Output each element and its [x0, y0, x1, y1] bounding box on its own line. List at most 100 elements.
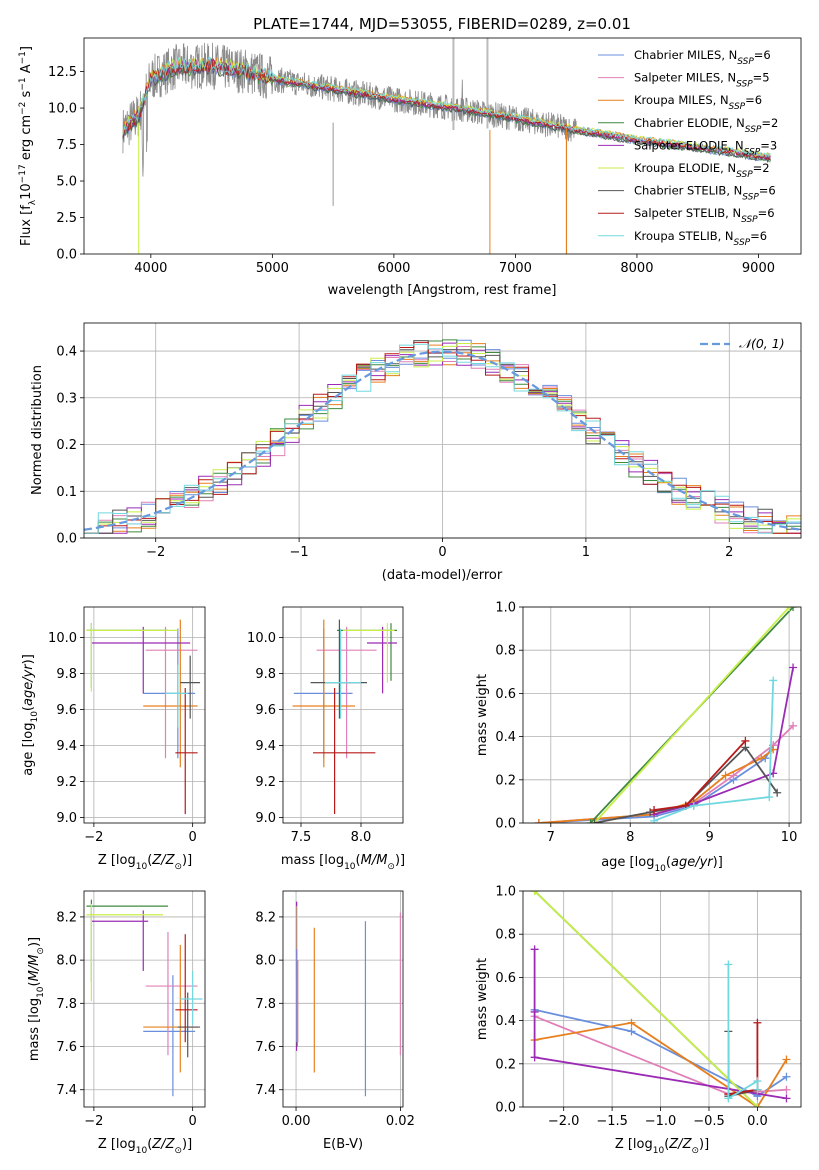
y-tick-label: 9.4: [56, 739, 77, 754]
point-salpeter-elodie: [91, 626, 191, 694]
label-part: )]: [182, 853, 192, 868]
marker: [530, 891, 539, 895]
y-tick-label: 0.0: [495, 1101, 516, 1116]
ticks: −2.0 −1.5 −1.0 −0.5 0.0 0.0 0.2 0.4 0.6 0.8 1.0: [495, 885, 767, 1130]
label-part: 10: [654, 864, 666, 874]
series-line: [534, 1021, 788, 1107]
label-part: Salpeter STELIB, N: [634, 206, 741, 220]
series-line: [594, 746, 778, 823]
label-part: M/M: [361, 853, 388, 868]
point-salpeter-elodie: [91, 910, 149, 971]
age-vs-mass-panel: 7.5 8.0 9.0 9.2 9.4 9.6 9.8 10.0 mass [log10(M/M…: [247, 606, 405, 872]
label-part: age/yr: [671, 855, 714, 870]
label-part: =6: [745, 93, 762, 107]
histogram-kroupa-stelib: [84, 343, 801, 534]
point-salpeter-stelib: [313, 688, 376, 814]
ticks: −2 −1 0 1 2 0.0 0.1 0.2 0.3 0.4: [56, 345, 733, 560]
plot-area: [86, 619, 201, 814]
label-part: =5: [753, 71, 770, 85]
y-axis-label: mass weight: [475, 958, 490, 1040]
label-part: 10: [344, 862, 356, 872]
y-tick-label: 8.2: [56, 910, 77, 925]
label-part: M/M: [27, 955, 42, 982]
label-part: −1: [18, 77, 28, 90]
marker: [530, 1053, 539, 1062]
label-part: 10: [136, 862, 148, 872]
label-part: (: [664, 1137, 669, 1152]
marker: [729, 771, 738, 780]
label-part: (: [147, 1137, 152, 1152]
x-axis-label: wavelength [Angstrom, rest frame]: [328, 283, 557, 298]
y-tick-label: 0.2: [495, 773, 516, 788]
legend-label-gaussian: 𝒩(0, 1): [739, 336, 785, 351]
label-part: SSP: [734, 238, 751, 248]
series-line: [534, 1008, 787, 1098]
label-part: Flux [f: [19, 205, 34, 246]
label-part: ⊙: [387, 862, 395, 872]
y-tick-label: 9.0: [255, 811, 276, 826]
marker: [789, 721, 798, 730]
label-part: ⊙: [174, 862, 182, 872]
x-tick-label: 0: [189, 830, 197, 845]
label-part: SSP: [745, 125, 762, 135]
ticks: −2 0 7.4 7.6 7.8 8.0 8.2: [56, 910, 196, 1129]
legend-label-chabrier-stelib: Chabrier STELIB, NSSP=6: [634, 184, 776, 203]
point-chabrier-elodie: [86, 899, 168, 982]
point-kroupa-elodie: [86, 623, 178, 692]
label-part: )]: [21, 654, 36, 664]
marker: [757, 754, 766, 763]
marker: [627, 1027, 636, 1036]
y-tick-label: 8.0: [255, 954, 276, 969]
marker: [753, 1018, 762, 1027]
label-part: ⊙: [174, 1146, 182, 1156]
marker: [689, 801, 698, 810]
x-tick-label: 0.00: [282, 1114, 311, 1129]
figure-title: PLATE=1744, MJD=53055, FIBERID=0289, z=0…: [253, 15, 631, 33]
x-tick-label: 8.0: [351, 830, 372, 845]
y-tick-label: 0.0: [56, 248, 77, 263]
point-kroupa-miles: [292, 619, 355, 768]
marker: [586, 819, 595, 823]
y-tick-label: 9.2: [255, 775, 276, 790]
label-part: Kroupa STELIB, N: [634, 229, 734, 243]
label-part: 10: [19, 183, 34, 200]
y-tick-label: 10.0: [48, 102, 77, 117]
marker: [782, 1055, 791, 1064]
x-tick-label: 7.5: [291, 830, 312, 845]
y-tick-label: 7.6: [56, 1040, 77, 1055]
x-axis-label: Z [log10(Z/Z⊙)]: [98, 853, 192, 872]
y-tick-label: 7.8: [56, 997, 77, 1012]
y-tick-label: 5.0: [56, 175, 77, 190]
grid: [283, 891, 403, 1107]
y-tick-label: 9.4: [255, 739, 276, 754]
x-tick-label: 7: [547, 830, 555, 845]
label-part: )]: [182, 1137, 192, 1152]
legend-label-kroupa-stelib: Kroupa STELIB, NSSP=6: [634, 229, 767, 248]
label-part: Chabrier ELODIE, N: [634, 116, 745, 130]
y-tick-label: 0.0: [495, 817, 516, 832]
model-spectrum-salpeter-stelib: [122, 58, 771, 161]
x-tick-label: 2: [725, 545, 733, 560]
y-tick-label: 9.0: [56, 811, 77, 826]
mass-vs-metallicity-panel: −2 07.47.67.88.08.2Z [log10(Z/Z⊙)]mass [l…: [27, 890, 206, 1156]
marker: [650, 806, 659, 815]
y-tick-label: 9.6: [56, 703, 77, 718]
axes-frame: [83, 890, 206, 1108]
y-tick-label: 8.2: [255, 910, 276, 925]
ticks: 7.5 8.0 9.0 9.2 9.4 9.6 9.8 10.0: [247, 631, 371, 845]
marker: [785, 607, 794, 611]
y-tick-label: 0.1: [56, 485, 77, 500]
label-part: 10: [30, 711, 40, 723]
marker: [724, 960, 733, 969]
legend-label-chabrier-elodie: Chabrier ELODIE, NSSP=2: [634, 116, 778, 135]
label-part: SSP: [741, 215, 758, 225]
y-tick-label: 1.0: [495, 885, 516, 900]
x-tick-label: −2: [84, 1114, 103, 1129]
label-part: =3: [760, 138, 777, 152]
label-part: =6: [759, 184, 776, 198]
point-kroupa-elodie: [86, 903, 164, 1002]
point-kroupa-stelib: [165, 664, 188, 728]
point-chabrier-stelib: [180, 655, 201, 719]
